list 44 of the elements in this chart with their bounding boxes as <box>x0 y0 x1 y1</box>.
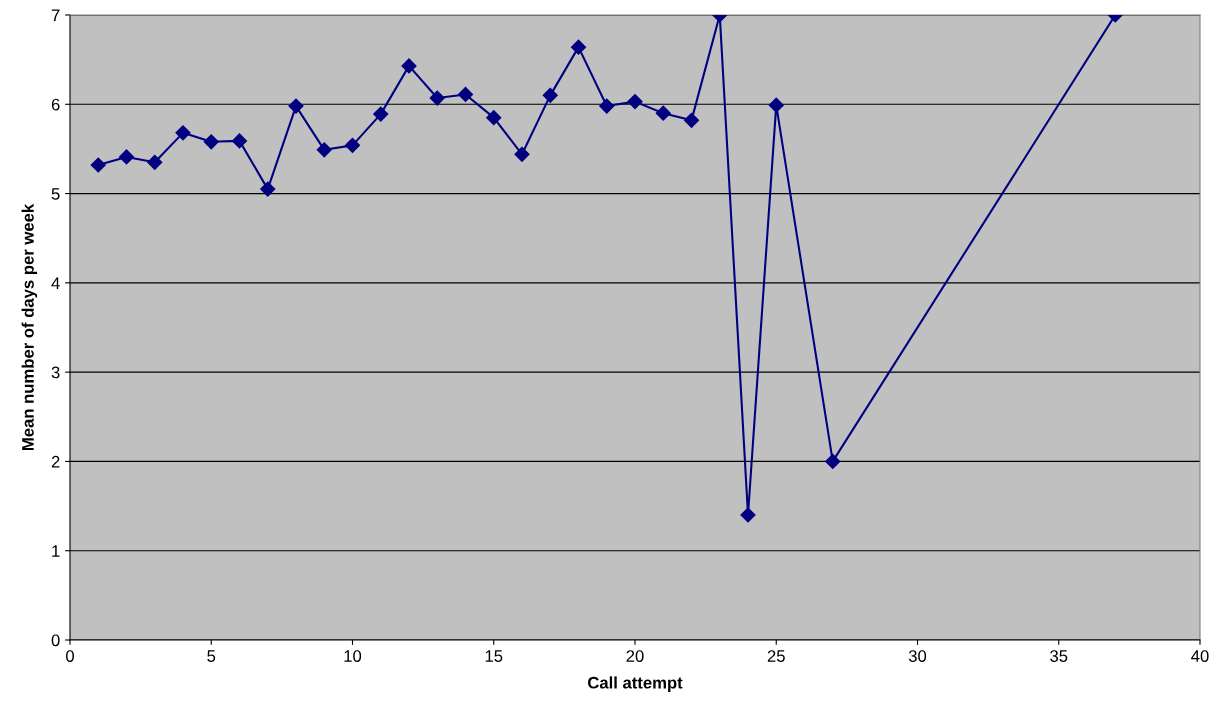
point <box>683 112 700 128</box>
point <box>118 149 135 165</box>
point <box>514 146 530 162</box>
y-tick-label: 5 <box>51 188 60 200</box>
x-tick-label: 30 <box>908 650 927 662</box>
point <box>147 154 163 170</box>
point <box>542 87 558 103</box>
y-tick-label: 2 <box>51 455 60 468</box>
x-axis-title: Call attempt <box>587 676 683 692</box>
point <box>655 105 671 121</box>
point <box>429 90 445 106</box>
point <box>768 97 784 113</box>
x-tick-label: 20 <box>626 650 644 662</box>
point <box>231 133 248 149</box>
point <box>570 39 587 55</box>
x-tick-label: 40 <box>1191 650 1209 662</box>
y-tick-label: 4 <box>51 277 60 289</box>
point <box>457 86 474 103</box>
y-tick-label: 1 <box>52 545 60 557</box>
x-tick-label: 15 <box>485 650 503 662</box>
point <box>260 181 276 197</box>
point <box>486 110 502 126</box>
point <box>316 142 332 158</box>
x-tick-label: 35 <box>1050 650 1068 662</box>
x-tick-label: 10 <box>344 650 362 662</box>
point <box>740 507 756 523</box>
x-tick-label: 25 <box>767 650 785 662</box>
point <box>344 137 361 153</box>
y-tick-label: 3 <box>51 366 60 379</box>
y-axis-title: Mean number of days per week <box>21 203 38 451</box>
y-tick-label: 6 <box>51 98 60 111</box>
point <box>401 58 417 74</box>
point <box>627 94 643 110</box>
x-tick-label: 5 <box>207 650 216 662</box>
point <box>175 125 191 141</box>
point <box>373 106 389 122</box>
point <box>288 98 304 114</box>
y-tick-label: 7 <box>51 9 60 22</box>
x-tick-label: 0 <box>66 650 74 662</box>
point <box>599 98 615 114</box>
point <box>90 157 106 173</box>
point <box>203 134 219 150</box>
y-tick-label: 0 <box>51 634 60 647</box>
point <box>825 453 841 469</box>
